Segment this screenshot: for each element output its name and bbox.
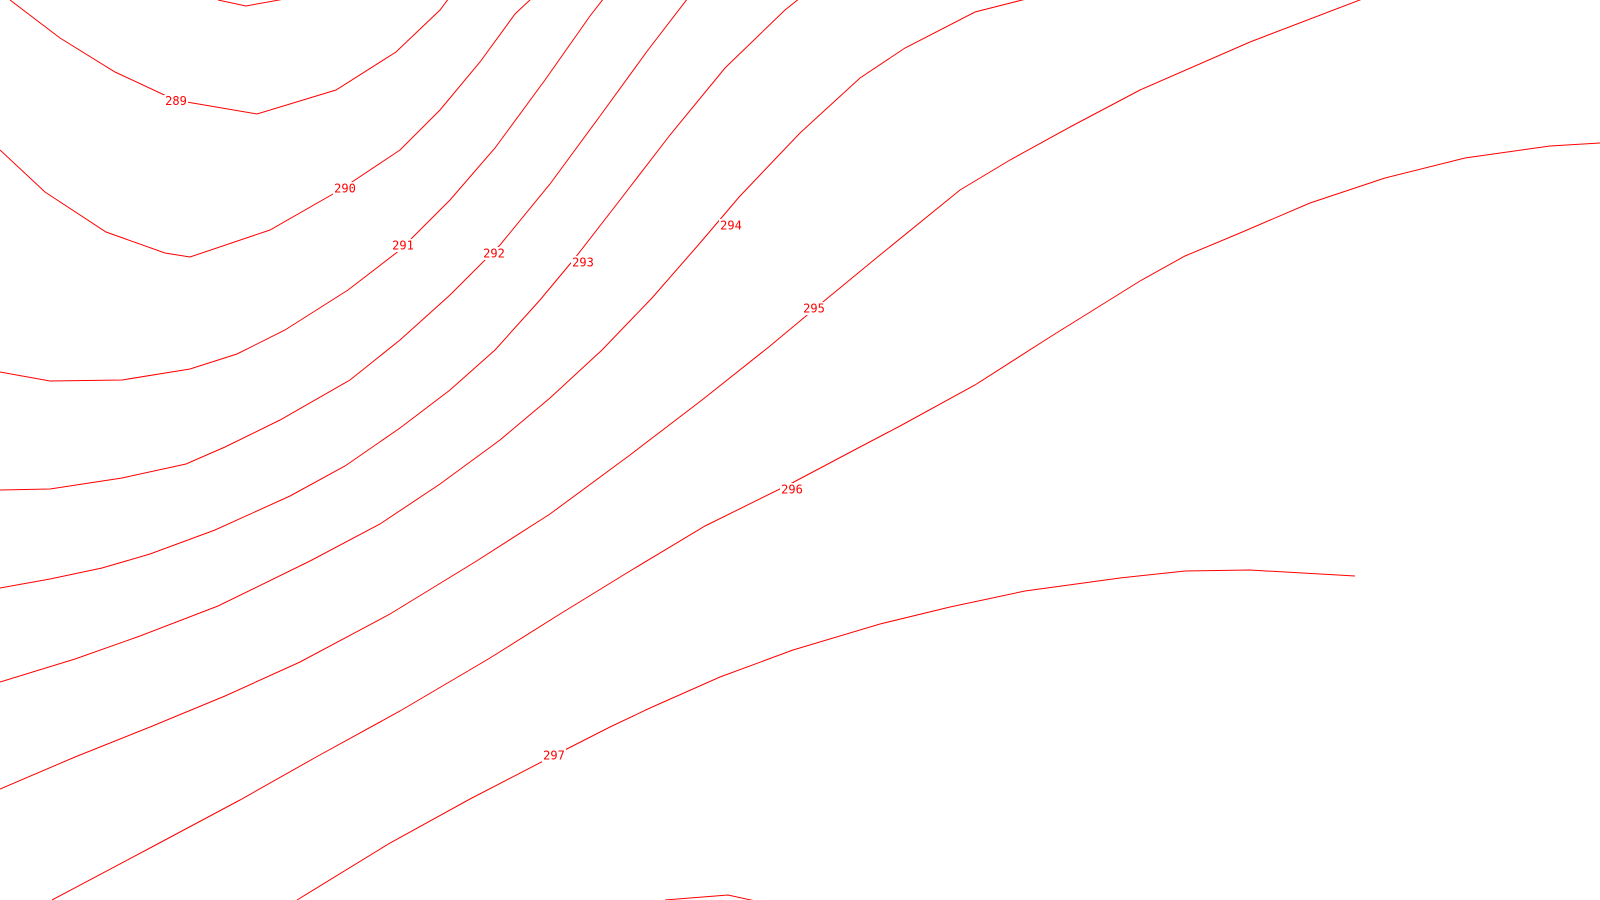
contour-label-296-text: 296 <box>781 483 803 497</box>
contour-line-294 <box>0 0 1362 790</box>
contour-line-293 <box>0 0 1025 683</box>
contour-label-295-text: 295 <box>803 302 825 316</box>
contour-label-295: 295 <box>802 302 826 316</box>
contour-line-289 <box>9 0 449 115</box>
contour-line-296 <box>296 569 1356 900</box>
contour-line-288 <box>217 0 282 7</box>
contour-label-291-text: 291 <box>392 239 414 253</box>
contour-line-291a <box>0 0 604 382</box>
contour-label-293: 293 <box>571 256 595 270</box>
contour-label-296: 296 <box>780 483 804 497</box>
contour-label-292: 292 <box>482 247 506 261</box>
contour-label-289-text: 289 <box>165 94 187 108</box>
contour-label-293-text: 293 <box>572 256 594 270</box>
contour-label-289: 289 <box>164 94 188 108</box>
contour-line-292 <box>0 0 799 589</box>
contour-line-291 <box>0 0 688 491</box>
contour-label-297: 297 <box>542 749 566 763</box>
contour-line-295 <box>51 142 1600 900</box>
contour-labels: 289 290 291 292 293 294 295 296 <box>164 94 826 763</box>
contour-line-297 <box>664 894 754 900</box>
contour-label-297-text: 297 <box>543 749 565 763</box>
contour-label-292-text: 292 <box>483 247 505 261</box>
contour-line-290 <box>0 0 531 258</box>
contour-label-294-text: 294 <box>720 219 742 233</box>
contour-label-291: 291 <box>391 239 415 253</box>
contour-label-290: 290 <box>333 182 357 196</box>
contour-label-290-text: 290 <box>334 182 356 196</box>
contour-label-294: 294 <box>719 219 743 233</box>
